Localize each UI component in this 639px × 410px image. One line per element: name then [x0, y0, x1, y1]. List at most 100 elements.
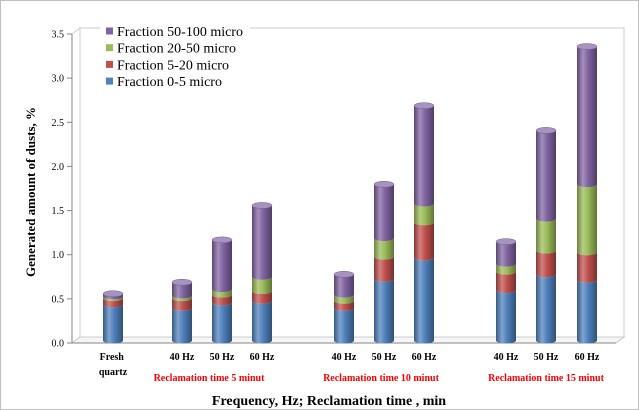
- bar-40-hz-7-fraction-0-5-micro: [496, 290, 516, 344]
- bar-top-cap-6: [413, 102, 435, 109]
- bar-40-hz-1-fraction-5-20-micro: [172, 298, 192, 311]
- bar-40-hz-4-fraction-0-5-micro: [334, 307, 354, 344]
- bar-50-hz-2-fraction-20-50-micro: [212, 289, 232, 298]
- y-tick-label: 2.5: [52, 118, 65, 129]
- bar-top-cap-5: [373, 180, 395, 188]
- bar-60-hz-3-fraction-20-50-micro: [252, 276, 272, 295]
- y-tick-label: 3.0: [52, 74, 65, 85]
- group-label-reclamation-time-5-minut: Reclamation time 5 minut: [154, 373, 265, 384]
- x-tick-label: Fresh quartz: [99, 352, 128, 378]
- bar-top-cap-4: [333, 271, 355, 278]
- legend-swatch: [106, 27, 113, 35]
- group-label-reclamation-time-10-minut: Reclamation time 10 minut: [323, 373, 439, 384]
- x-axis-title: Frequency, Hz; Reclamation time , min: [212, 394, 446, 409]
- legend-swatch: [106, 77, 113, 85]
- bar-50-hz-2-fraction-5-20-micro: [212, 294, 232, 306]
- bar-stack-60-hz-3: [251, 202, 273, 344]
- x-tick-label: 40 Hz: [332, 352, 357, 363]
- bars: [102, 43, 598, 344]
- x-tick-label: 50 Hz: [210, 352, 235, 363]
- legend-label: Fraction 5-20 micro: [117, 58, 229, 73]
- bar-60-hz-6-fraction-20-50-micro: [414, 203, 434, 226]
- bar-fresh-quartz-0-fraction-5-20-micro: [103, 298, 123, 308]
- bar-50-hz-5-fraction-5-20-micro: [374, 256, 394, 282]
- y-tick-label: 1.5: [52, 206, 65, 217]
- x-tick-label: 50 Hz: [534, 352, 559, 363]
- bar-fresh-quartz-0-fraction-20-50-micro: [103, 296, 123, 302]
- bar-50-hz-5-fraction-20-50-micro: [374, 238, 394, 260]
- y-tick-label: 2.0: [52, 162, 65, 173]
- x-tick-label: 60 Hz: [575, 352, 600, 363]
- x-tick-label: 50 Hz: [372, 352, 397, 363]
- bar-top-cap-1: [171, 278, 193, 286]
- bar-top-cap-3: [251, 202, 273, 209]
- bar-50-hz-8-fraction-0-5-micro: [536, 274, 556, 344]
- bar-40-hz-7-fraction-5-20-micro: [496, 271, 516, 294]
- x-axis-category-labels: Fresh quartz 40 Hz 50 Hz 60 Hz 40 Hz 50 Hz 60 …: [99, 352, 600, 378]
- bar-stack-60-hz-6: [413, 102, 435, 344]
- bar-60-hz-9-fraction-20-50-micro: [577, 184, 597, 256]
- bar-50-hz-8-fraction-20-50-micro: [536, 218, 556, 254]
- bar-40-hz-4-fraction-50-100-micro: [334, 274, 354, 298]
- y-tick-label: 0.5: [52, 294, 65, 305]
- bar-fresh-quartz-0-fraction-0-5-micro: [103, 304, 123, 344]
- legend-item-fraction-50-100-micro: Fraction 50-100 micro: [106, 25, 243, 40]
- bar-stack-40-hz-1: [171, 278, 193, 344]
- y-axis-title: Generated amount of dusts, %: [23, 107, 38, 277]
- bar-40-hz-7-fraction-20-50-micro: [496, 263, 516, 275]
- bar-60-hz-6-fraction-5-20-micro: [414, 222, 434, 261]
- bar-60-hz-3-fraction-50-100-micro: [252, 205, 272, 280]
- bar-50-hz-8-fraction-5-20-micro: [536, 250, 556, 278]
- bar-40-hz-1-fraction-50-100-micro: [172, 282, 192, 299]
- side-wall: [71, 27, 81, 344]
- bar-60-hz-9-fraction-50-100-micro: [577, 46, 597, 188]
- bar-top-cap-2: [211, 236, 233, 244]
- x-tick-label: 40 Hz: [494, 352, 519, 363]
- legend-item-fraction-20-50-micro: Fraction 20-50 micro: [106, 42, 236, 57]
- legend-item-fraction-0-5-micro: Fraction 0-5 micro: [106, 75, 222, 90]
- bar-50-hz-5-fraction-0-5-micro: [374, 278, 394, 344]
- legend-label: Fraction 0-5 micro: [117, 75, 222, 90]
- x-axis-group-labels: Reclamation time 5 minut Reclamation time…: [154, 373, 605, 384]
- legend-label: Fraction 20-50 micro: [117, 42, 236, 57]
- y-tick-label: 3.5: [52, 30, 65, 41]
- y-tick-label: 1.0: [52, 250, 65, 261]
- group-label-reclamation-time-15-minut: Reclamation time 15 minut: [488, 373, 604, 384]
- bar-stack-40-hz-7: [495, 238, 517, 344]
- bar-50-hz-5-fraction-50-100-micro: [374, 184, 394, 242]
- bar-60-hz-6-fraction-50-100-micro: [414, 105, 434, 207]
- bar-50-hz-2-fraction-50-100-micro: [212, 239, 232, 293]
- legend-item-fraction-5-20-micro: Fraction 5-20 micro: [106, 58, 229, 73]
- y-tick-label: 0.0: [52, 339, 65, 350]
- bar-stack-60-hz-9: [576, 43, 598, 344]
- legend-box: [100, 22, 250, 90]
- bar-top-cap-7: [495, 238, 517, 245]
- bar-50-hz-8-fraction-50-100-micro: [536, 130, 556, 222]
- bar-stack-50-hz-5: [373, 180, 395, 344]
- bar-40-hz-1-fraction-20-50-micro: [172, 295, 192, 302]
- bar-top-cap-9: [576, 43, 598, 50]
- bar-60-hz-9-fraction-5-20-micro: [577, 252, 597, 283]
- legend: Fraction 50-100 micro Fraction 20-50 micr…: [100, 22, 250, 90]
- y-axis-ticks: 0.0 0.5 1.0 1.5 2.0 2.5 3.0 3.5: [52, 30, 72, 350]
- legend-label: Fraction 50-100 micro: [117, 25, 243, 40]
- bar-50-hz-2-fraction-0-5-micro: [212, 302, 232, 344]
- bar-40-hz-4-fraction-5-20-micro: [334, 300, 354, 311]
- bar-fresh-quartz-0-fraction-50-100-micro: [103, 293, 123, 300]
- x-tick-label: 60 Hz: [412, 352, 437, 363]
- bar-stack-40-hz-4: [333, 271, 355, 344]
- bar-60-hz-9-fraction-0-5-micro: [577, 279, 597, 344]
- bar-40-hz-1-fraction-0-5-micro: [172, 307, 192, 344]
- bar-40-hz-7-fraction-50-100-micro: [496, 241, 516, 267]
- bar-60-hz-3-fraction-5-20-micro: [252, 291, 272, 304]
- bar-60-hz-6-fraction-0-5-micro: [414, 257, 434, 344]
- bar-stack-fresh-quartz-0: [102, 290, 124, 344]
- x-tick-label: 40 Hz: [170, 352, 195, 363]
- x-tick-label: 60 Hz: [250, 352, 275, 363]
- bar-40-hz-4-fraction-20-50-micro: [334, 294, 354, 304]
- bar-top-cap-8: [535, 127, 557, 134]
- bar-stack-50-hz-2: [211, 236, 233, 344]
- legend-swatch: [106, 60, 113, 68]
